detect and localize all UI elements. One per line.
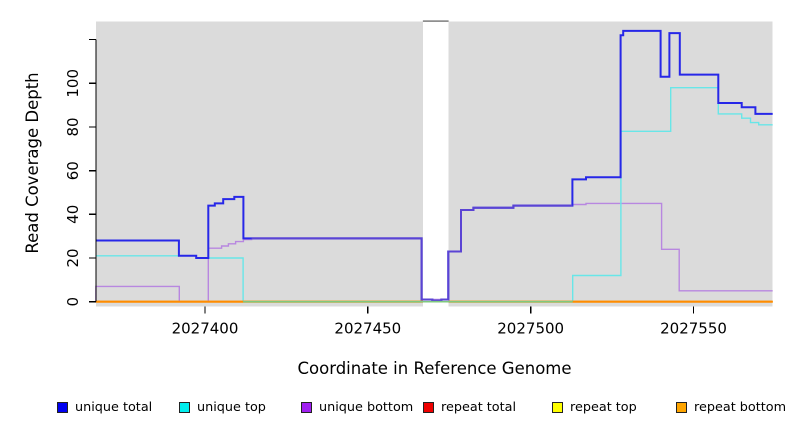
legend-swatch-unique-bottom	[301, 401, 312, 413]
x-tick-label: 2027550	[660, 320, 727, 338]
legend-label-repeat-total: repeat total	[441, 399, 517, 415]
legend-item-repeat-top: repeat top	[552, 398, 637, 416]
x-tick-label: 2027450	[334, 320, 401, 338]
y-tick-label: 40	[64, 205, 82, 224]
legend-label-repeat-bottom: repeat bottom	[694, 399, 787, 415]
y-tick-label: 0	[64, 297, 82, 307]
legend-swatch-repeat-bottom	[676, 401, 687, 413]
y-tick-label: 80	[64, 117, 82, 136]
y-axis-title: Read Coverage Depth	[23, 72, 42, 254]
x-tick-label: 2027500	[497, 320, 564, 338]
y-tick-label: 20	[64, 248, 82, 267]
unique-top-line	[95, 86, 773, 303]
legend-swatch-repeat-total	[423, 401, 434, 413]
legend-swatch-unique-top	[179, 401, 190, 413]
overlap-violet-line	[251, 204, 573, 302]
masked-region	[422, 22, 449, 307]
legend-item-repeat-bottom: repeat bottom	[676, 398, 786, 416]
legend-label-unique-bottom: unique bottom	[319, 399, 414, 415]
legend-item-unique-bottom: unique bottom	[301, 398, 413, 416]
legend-label-unique-top: unique top	[197, 399, 266, 415]
legend-item-unique-top: unique top	[179, 398, 266, 416]
chart-legend: unique total unique top unique bottom repea…	[0, 398, 792, 420]
legend-item-repeat-total: repeat total	[423, 398, 516, 416]
x-axis-title: Coordinate in Reference Genome	[297, 359, 572, 378]
legend-swatch-unique-total	[57, 401, 68, 413]
y-tick-label: 60	[64, 161, 82, 180]
x-tick-label: 2027400	[172, 320, 239, 338]
legend-item-unique-total: unique total	[57, 398, 152, 416]
coverage-chart-canvas: 0 20 40 60 80 100 2027400 2027450 2027500 2027550	[64, 20, 773, 338]
legend-label-repeat-top: repeat top	[570, 399, 637, 415]
legend-swatch-repeat-top	[552, 401, 563, 413]
legend-label-unique-total: unique total	[75, 399, 153, 415]
y-tick-label: 100	[64, 69, 82, 98]
